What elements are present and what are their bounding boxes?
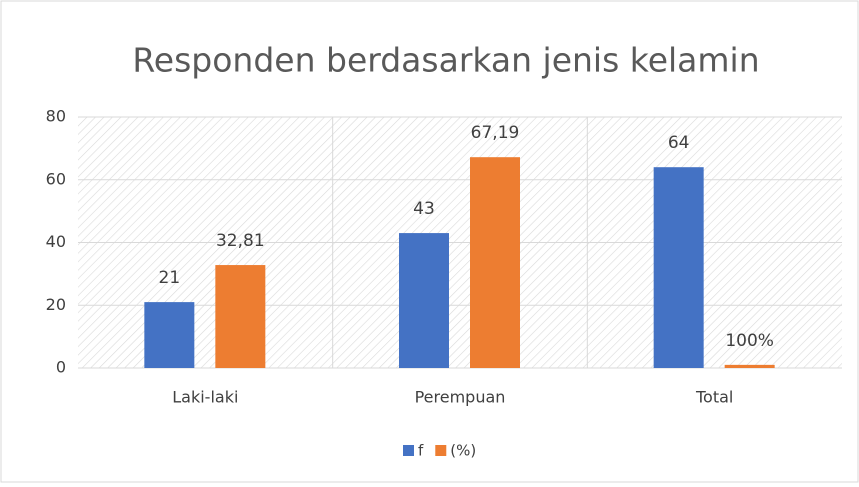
data-label: 67,19 [471,123,520,143]
y-tick-label: 0 [56,358,66,377]
y-tick-label: 80 [46,107,66,126]
y-tick-label: 60 [46,169,66,188]
y-tick-label: 20 [46,295,66,314]
x-tick-label: Total [695,388,733,407]
data-label: 21 [159,268,181,288]
bar [470,157,520,368]
chart-title: Responden berdasarkan jenis kelamin [132,41,759,80]
legend-label: (%) [450,442,476,460]
bar [215,265,266,368]
data-label: 100% [725,331,774,351]
y-tick-label: 40 [46,232,66,251]
legend-swatch [435,445,447,456]
data-label: 43 [413,199,435,219]
data-label: 32,81 [216,231,265,251]
bar [399,233,449,368]
x-tick-label: Laki-laki [172,388,238,407]
x-tick-label: Perempuan [415,388,506,407]
bar [144,302,195,368]
bar [653,167,704,368]
bar [724,364,775,368]
data-label: 64 [668,133,690,153]
legend-swatch [403,445,414,456]
legend-label: f [418,442,424,460]
